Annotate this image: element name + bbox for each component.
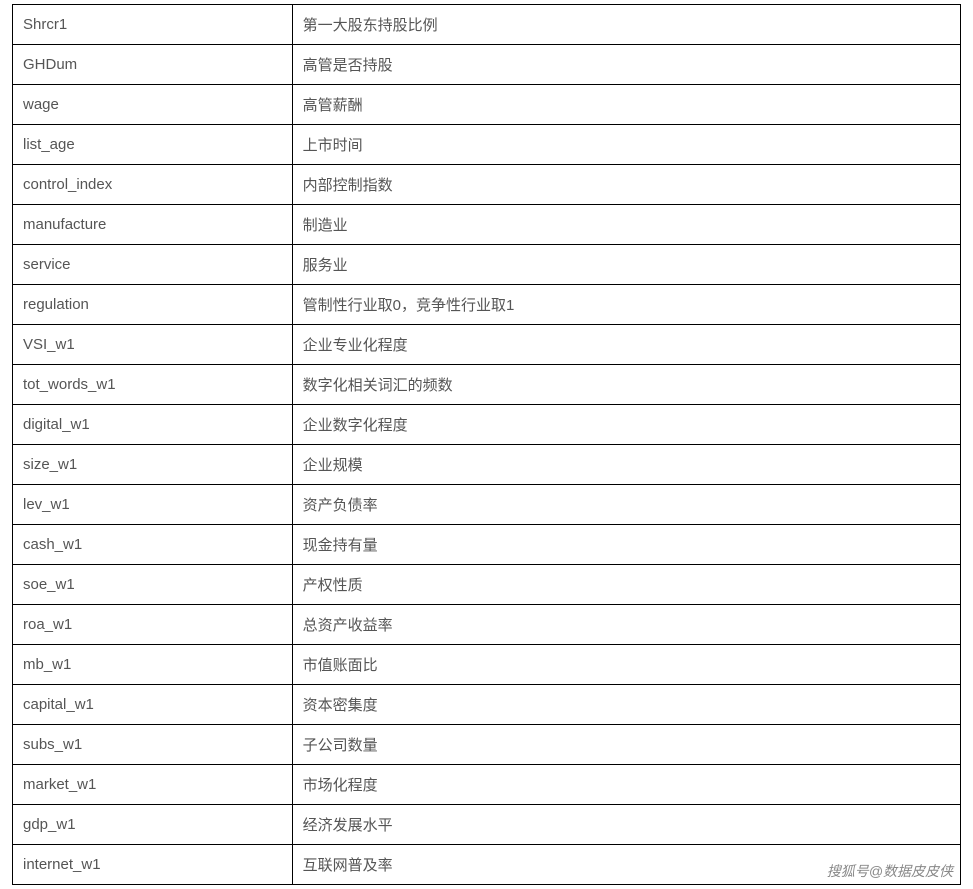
variable-desc: 现金持有量	[292, 525, 960, 565]
variable-code: cash_w1	[13, 525, 293, 565]
variable-desc: 市场化程度	[292, 765, 960, 805]
variable-desc: 企业规模	[292, 445, 960, 485]
variable-desc: 服务业	[292, 245, 960, 285]
table-row: list_age上市时间	[13, 125, 961, 165]
variable-code: control_index	[13, 165, 293, 205]
table-row: lev_w1资产负债率	[13, 485, 961, 525]
variable-code: digital_w1	[13, 405, 293, 445]
table-row: service服务业	[13, 245, 961, 285]
variable-desc: 产权性质	[292, 565, 960, 605]
variable-code: soe_w1	[13, 565, 293, 605]
variable-code: market_w1	[13, 765, 293, 805]
variable-desc: 互联网普及率	[292, 845, 960, 885]
table-row: manufacture制造业	[13, 205, 961, 245]
table-row: GHDum高管是否持股	[13, 45, 961, 85]
variable-desc: 市值账面比	[292, 645, 960, 685]
table-row: regulation管制性行业取0，竞争性行业取1	[13, 285, 961, 325]
variable-desc: 数字化相关词汇的频数	[292, 365, 960, 405]
variable-desc: 资本密集度	[292, 685, 960, 725]
variable-code: service	[13, 245, 293, 285]
variable-code: roa_w1	[13, 605, 293, 645]
table-row: subs_w1子公司数量	[13, 725, 961, 765]
table-row: digital_w1企业数字化程度	[13, 405, 961, 445]
table-row: control_index内部控制指数	[13, 165, 961, 205]
variable-desc: 高管是否持股	[292, 45, 960, 85]
variable-code: Shrcr1	[13, 5, 293, 45]
variable-desc: 企业专业化程度	[292, 325, 960, 365]
variable-code: wage	[13, 85, 293, 125]
variable-desc: 企业数字化程度	[292, 405, 960, 445]
variable-code: list_age	[13, 125, 293, 165]
variable-code: VSI_w1	[13, 325, 293, 365]
variable-code: tot_words_w1	[13, 365, 293, 405]
table-row: tot_words_w1数字化相关词汇的频数	[13, 365, 961, 405]
variable-desc: 子公司数量	[292, 725, 960, 765]
variable-code: capital_w1	[13, 685, 293, 725]
variable-code: regulation	[13, 285, 293, 325]
table-row: Shrcr1第一大股东持股比例	[13, 5, 961, 45]
table-row: wage高管薪酬	[13, 85, 961, 125]
variable-desc: 管制性行业取0，竞争性行业取1	[292, 285, 960, 325]
variable-code: subs_w1	[13, 725, 293, 765]
variables-table: Shrcr1第一大股东持股比例 GHDum高管是否持股 wage高管薪酬 lis…	[12, 4, 961, 885]
variable-code: GHDum	[13, 45, 293, 85]
variable-desc: 制造业	[292, 205, 960, 245]
variable-code: manufacture	[13, 205, 293, 245]
variable-desc: 上市时间	[292, 125, 960, 165]
table-row: soe_w1产权性质	[13, 565, 961, 605]
table-row: gdp_w1经济发展水平	[13, 805, 961, 845]
variable-code: internet_w1	[13, 845, 293, 885]
table-row: internet_w1互联网普及率	[13, 845, 961, 885]
table-row: roa_w1总资产收益率	[13, 605, 961, 645]
table-row: capital_w1资本密集度	[13, 685, 961, 725]
variable-code: size_w1	[13, 445, 293, 485]
table-row: market_w1市场化程度	[13, 765, 961, 805]
variable-desc: 资产负债率	[292, 485, 960, 525]
table-body: Shrcr1第一大股东持股比例 GHDum高管是否持股 wage高管薪酬 lis…	[13, 5, 961, 885]
table-row: VSI_w1企业专业化程度	[13, 325, 961, 365]
variable-desc: 经济发展水平	[292, 805, 960, 845]
variable-code: mb_w1	[13, 645, 293, 685]
variable-desc: 内部控制指数	[292, 165, 960, 205]
variable-desc: 总资产收益率	[292, 605, 960, 645]
table-row: size_w1企业规模	[13, 445, 961, 485]
variable-code: gdp_w1	[13, 805, 293, 845]
variable-desc: 第一大股东持股比例	[292, 5, 960, 45]
variable-desc: 高管薪酬	[292, 85, 960, 125]
table-row: mb_w1市值账面比	[13, 645, 961, 685]
variable-code: lev_w1	[13, 485, 293, 525]
table-row: cash_w1现金持有量	[13, 525, 961, 565]
